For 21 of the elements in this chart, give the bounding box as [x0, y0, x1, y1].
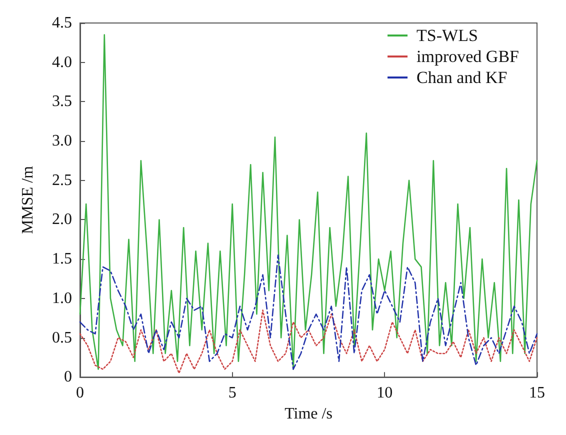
- legend-label: TS-WLS: [416, 26, 478, 45]
- legend-label: Chan and KF: [416, 68, 508, 87]
- y-axis-title: MMSE /m: [20, 165, 36, 234]
- y-tick-label: 3.5: [52, 93, 72, 110]
- y-tick-label: 4.5: [52, 14, 72, 32]
- y-tick-label: 0.5: [52, 329, 72, 346]
- x-tick-label: 10: [376, 384, 393, 402]
- y-tick-label: 4.0: [52, 54, 72, 71]
- y-tick-label: 2.0: [52, 211, 72, 228]
- y-tick-label: 2.5: [52, 172, 72, 189]
- x-tick-label: 5: [228, 384, 236, 402]
- x-tick-label: 15: [529, 384, 545, 402]
- y-tick-label: 1.5: [52, 250, 72, 268]
- line-series: [79, 254, 538, 370]
- y-tick-label: 0: [64, 368, 72, 386]
- x-tick-label: 0: [76, 384, 84, 402]
- x-axis-title: Time /s: [284, 406, 332, 422]
- y-tick-label: 1.0: [52, 290, 72, 307]
- y-tick-label: 3.0: [52, 132, 72, 150]
- line-series: [79, 310, 538, 374]
- legend-label: improved GBF: [416, 47, 520, 66]
